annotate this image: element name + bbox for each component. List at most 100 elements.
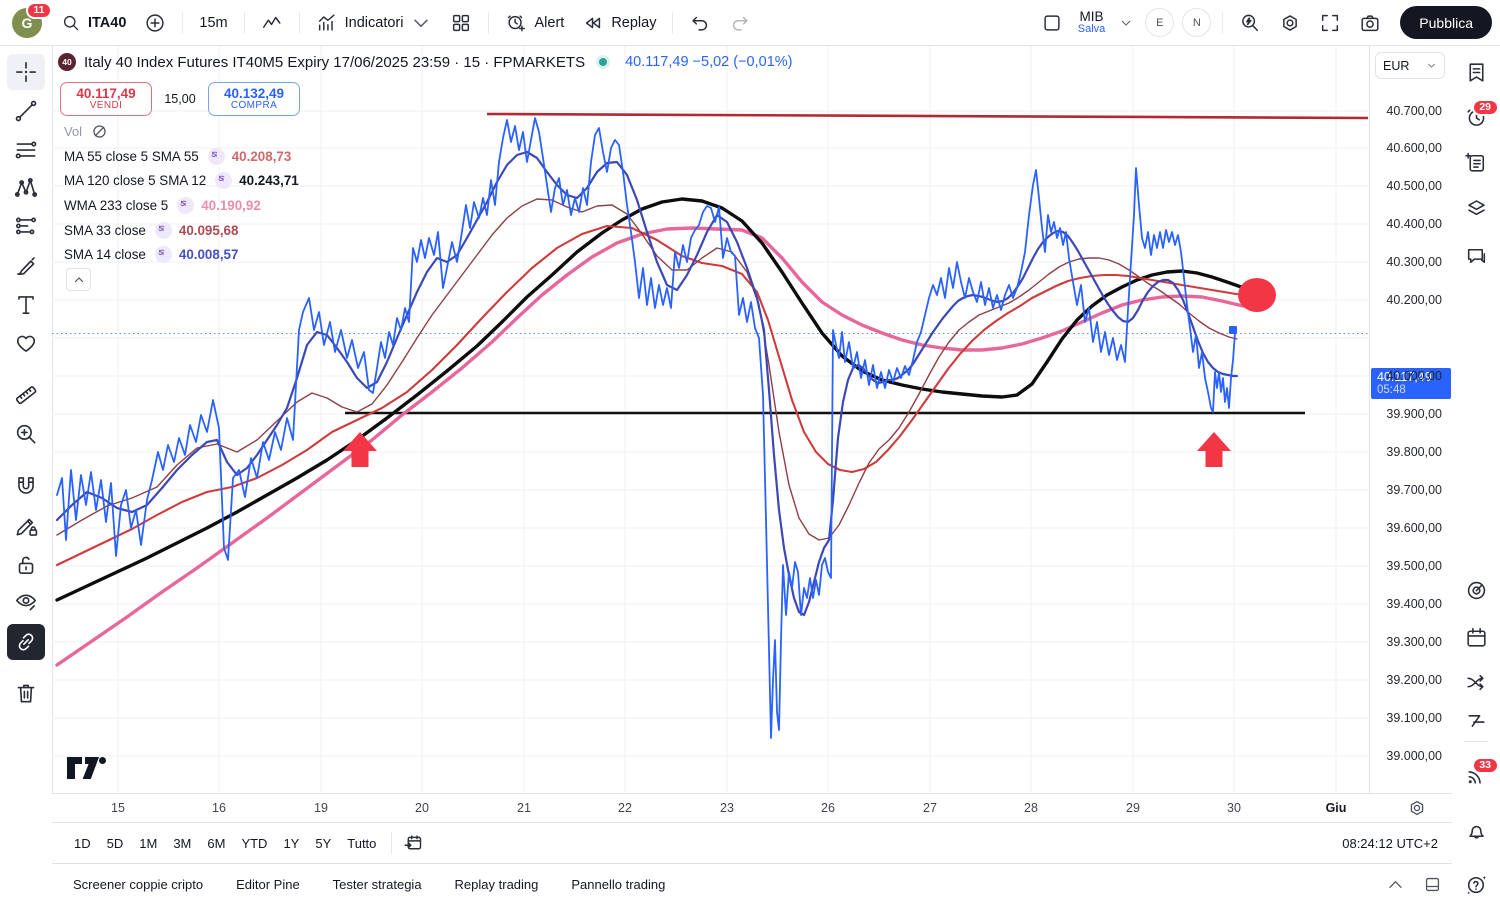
tool-trend-line[interactable] (7, 93, 45, 129)
divider (243, 11, 245, 34)
sidebar-help-button[interactable] (1459, 867, 1493, 901)
refresh-icon[interactable] (215, 172, 233, 190)
fib-lines-icon (13, 137, 39, 163)
status-tab[interactable]: Replay trading (454, 876, 539, 892)
tool-eye-edit[interactable] (7, 583, 45, 619)
chart-plot[interactable]: 40 Italy 40 Index Futures IT40M5 Expiry … (52, 46, 1369, 793)
quick-search-button[interactable] (1230, 6, 1270, 40)
expand-panel-icon[interactable] (1423, 875, 1442, 894)
sidebar-bell-button[interactable] (1459, 813, 1493, 847)
refresh-icon[interactable] (207, 147, 225, 165)
price-axis[interactable]: EUR 40.117,49 05:48 40.700,00 40.600,00 40… (1369, 46, 1452, 822)
sidebar-target-button[interactable] (1459, 573, 1493, 607)
tool-fib-lines[interactable] (7, 132, 45, 168)
chart-style-button[interactable] (252, 6, 292, 40)
settings-button[interactable] (1270, 6, 1310, 40)
trade-buttons: 40.117,49 VENDI 15,00 40.132,49 COMPRA (60, 82, 300, 116)
sidebar-layers-button[interactable] (1459, 191, 1493, 225)
snapshot-button[interactable] (1350, 6, 1390, 40)
bolt-search-icon (1239, 12, 1261, 34)
tool-crosshair[interactable] (7, 54, 45, 90)
add-symbol-button[interactable] (135, 6, 175, 40)
indicator-row[interactable]: WMA 233 close 5 40.190,92 (64, 193, 299, 218)
indicator-row[interactable]: MA 120 close 5 SMA 12 40.243,71 (64, 169, 299, 194)
eye-off-icon[interactable] (90, 122, 109, 141)
tool-xabcd-pattern[interactable] (7, 170, 45, 206)
timeframe-tutto[interactable]: Tutto (347, 835, 377, 851)
price-chart[interactable] (52, 46, 1369, 793)
tool-forecast[interactable] (7, 209, 45, 245)
status-tab[interactable]: Tester strategia (332, 876, 422, 892)
status-tab[interactable]: Pannello trading (571, 876, 666, 892)
tool-pencil-lock[interactable] (7, 508, 45, 544)
timeframe-1d[interactable]: 1D (74, 835, 91, 851)
buy-button[interactable]: 40.132,49 COMPRA (208, 82, 300, 116)
replay-button[interactable]: Replay (573, 6, 665, 40)
sell-button[interactable]: 40.117,49 VENDI (60, 82, 152, 116)
alert-button[interactable]: Alert (496, 6, 573, 40)
sidebar-journal-button[interactable] (1459, 145, 1493, 179)
refresh-icon[interactable] (177, 196, 195, 214)
timeframe-1m[interactable]: 1M (139, 835, 158, 851)
tool-lock[interactable] (7, 547, 45, 583)
tool-heart[interactable] (7, 325, 45, 361)
indicator-row[interactable]: SMA 14 close 40.008,57 (64, 242, 299, 267)
tool-magnet[interactable] (7, 468, 45, 504)
sidebar-shuffle-button[interactable] (1459, 665, 1493, 699)
undo-button[interactable] (680, 6, 720, 40)
user-avatar[interactable]: G 11 (12, 1, 52, 38)
redo-button[interactable] (720, 6, 760, 40)
tool-zoom-in[interactable] (7, 416, 45, 452)
collapse-legend-button[interactable] (66, 268, 91, 291)
go-to-date-icon[interactable] (403, 833, 424, 854)
status-tab[interactable]: Screener coppie cripto (73, 876, 204, 892)
sidebar-dom-button[interactable] (1459, 703, 1493, 737)
indicators-button[interactable]: Indicatori (307, 6, 442, 40)
timeframe-5d[interactable]: 5D (106, 835, 124, 851)
fullscreen-button[interactable] (1310, 6, 1350, 40)
refresh-icon[interactable] (154, 246, 172, 264)
indicator-label[interactable]: SMA 14 close (64, 247, 146, 263)
user-n-button[interactable]: N (1182, 8, 1212, 37)
axis-settings-gear-icon[interactable] (1407, 798, 1427, 818)
indicator-templates-button[interactable] (441, 6, 481, 40)
symbol-search-button[interactable]: ITA40 (52, 6, 135, 40)
sidebar-watchlist-button[interactable] (1459, 55, 1493, 89)
timeframe-5y[interactable]: 5Y (315, 835, 332, 851)
tool-trash[interactable] (7, 675, 45, 711)
sidebar-alarm-button[interactable]: 29 (1459, 98, 1499, 134)
indicator-row[interactable]: MA 55 close 5 SMA 55 40.208,73 (64, 144, 299, 169)
indicator-label[interactable]: WMA 233 close 5 (64, 197, 169, 213)
indicator-label[interactable]: MA 120 close 5 SMA 12 (64, 173, 207, 189)
currency-selector[interactable]: EUR (1375, 52, 1445, 79)
tool-brush[interactable] (7, 248, 45, 284)
tool-text-tool[interactable] (7, 287, 45, 323)
timeframe-3m[interactable]: 3M (173, 835, 192, 851)
watchlist-icon (1464, 60, 1489, 85)
tradingview-logo[interactable] (66, 754, 108, 782)
indicator-label[interactable]: SMA 33 close (64, 222, 146, 238)
timeframe-6m[interactable]: 6M (207, 835, 226, 851)
layout-button[interactable] (1032, 6, 1072, 40)
publish-button[interactable]: Pubblica (1400, 6, 1492, 39)
time-axis[interactable]: 15 16 19 20 21 22 23 26 27 28 29 30 Giu (52, 793, 1452, 823)
tool-ruler[interactable] (7, 377, 45, 413)
status-tab[interactable]: Editor Pine (236, 876, 300, 892)
symbol-title[interactable]: Italy 40 Index Futures IT40M5 Expiry 17/… (84, 53, 586, 71)
tool-link[interactable] (7, 624, 45, 660)
sidebar-calendar-button[interactable] (1459, 620, 1493, 654)
collapse-panel-icon[interactable] (1386, 875, 1405, 894)
timeframe-1y[interactable]: 1Y (283, 835, 300, 851)
indicator-label[interactable]: MA 55 close 5 SMA 55 (64, 148, 199, 164)
indicator-row[interactable]: SMA 33 close 40.095,68 (64, 218, 299, 243)
sidebar-chat-button[interactable] (1459, 239, 1493, 273)
plus-circle-icon (144, 12, 166, 34)
chevron-down-icon[interactable] (1119, 16, 1133, 30)
sidebar-broadcast-button[interactable]: 33 (1459, 756, 1499, 792)
layout-name-button[interactable]: MIB Salva (1072, 9, 1112, 36)
user-e-button[interactable]: E (1145, 8, 1175, 37)
refresh-icon[interactable] (154, 221, 172, 239)
interval-button[interactable]: 15m (190, 6, 236, 40)
timeframe-ytd[interactable]: YTD (241, 835, 268, 851)
divider (1222, 11, 1224, 34)
